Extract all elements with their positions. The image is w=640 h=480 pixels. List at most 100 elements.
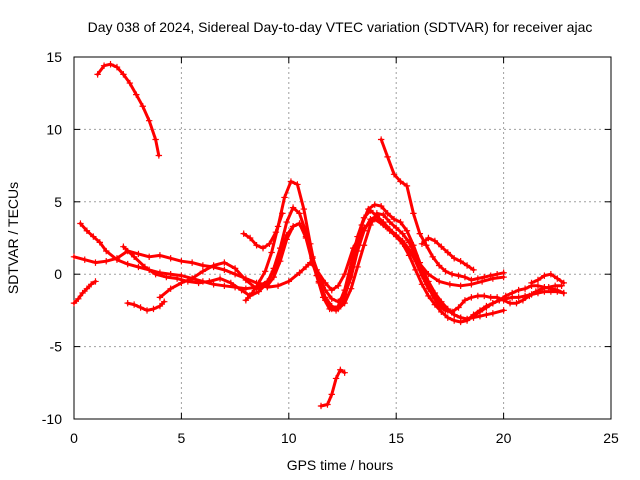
data-point (77, 220, 84, 227)
data-point (221, 282, 228, 289)
data-point (113, 256, 121, 263)
data-point (347, 285, 355, 292)
data-point (332, 307, 340, 314)
x-tick-label: 25 (603, 430, 619, 446)
series-arc-4 (124, 298, 168, 314)
y-axis-label: SDTVAR / TECUs (5, 182, 21, 294)
data-point (476, 308, 484, 316)
data-point (322, 286, 329, 294)
data-point (554, 275, 561, 282)
data-point (107, 61, 114, 68)
data-point (156, 294, 164, 301)
data-point (429, 292, 436, 300)
data-point (240, 230, 247, 237)
data-point (167, 255, 174, 262)
data-point (113, 63, 121, 71)
data-point (289, 204, 297, 211)
data-point (150, 305, 157, 313)
data-point (412, 257, 419, 265)
data-point (444, 314, 451, 321)
data-point (442, 268, 449, 275)
data-point (352, 249, 359, 256)
data-point (450, 317, 458, 324)
data-point (289, 223, 297, 230)
data-point (450, 255, 458, 262)
data-point (155, 152, 163, 159)
data-point (481, 292, 488, 300)
data-point (457, 257, 464, 265)
data-point (283, 218, 290, 226)
series-arc-7 (120, 204, 567, 326)
data-point (423, 278, 430, 285)
data-point (328, 286, 335, 294)
data-point (261, 268, 269, 275)
data-point (393, 224, 400, 232)
data-point (90, 233, 97, 240)
data-point (519, 297, 527, 304)
series-arc-10 (240, 210, 286, 252)
data-point (231, 265, 239, 272)
data-point (264, 282, 271, 289)
data-point (560, 279, 567, 287)
data-point (547, 271, 555, 278)
data-point (100, 62, 108, 69)
data-point (135, 263, 142, 271)
series-layer (70, 61, 567, 410)
data-point (526, 292, 533, 300)
data-point (515, 286, 522, 294)
data-point (371, 201, 378, 208)
data-point (328, 295, 335, 303)
data-point (96, 239, 103, 246)
data-point (534, 282, 542, 289)
data-point (167, 285, 174, 292)
data-point (188, 275, 196, 282)
data-point (431, 237, 439, 245)
x-tick-label: 20 (496, 430, 512, 446)
data-point (489, 310, 497, 317)
data-point (399, 237, 406, 245)
data-point (135, 250, 142, 258)
data-point (326, 305, 333, 313)
data-point (259, 244, 267, 252)
series-arc-11 (377, 136, 507, 284)
data-point (277, 257, 284, 265)
data-point (285, 278, 292, 285)
data-point (365, 205, 372, 213)
data-point (302, 263, 310, 271)
data-point (448, 271, 456, 278)
data-point (145, 117, 153, 124)
data-point (199, 262, 207, 269)
data-point (444, 249, 451, 256)
data-point (296, 269, 303, 276)
data-point (410, 242, 417, 249)
data-point (79, 289, 86, 297)
data-point (380, 211, 387, 219)
grid-layer (74, 57, 611, 419)
x-axis-label: GPS time / hours (287, 457, 394, 473)
data-point (332, 375, 340, 382)
data-point (528, 279, 535, 287)
data-point (81, 256, 88, 263)
data-point (397, 218, 404, 226)
x-tick-label: 15 (388, 430, 404, 446)
data-point (474, 292, 482, 300)
data-point (133, 91, 140, 98)
data-point (87, 281, 95, 288)
data-point (455, 304, 462, 311)
data-point (508, 289, 516, 297)
data-point (126, 79, 134, 87)
data-point (403, 227, 411, 234)
data-point (377, 202, 385, 210)
data-point (384, 210, 391, 217)
data-point (410, 210, 417, 217)
data-point (541, 272, 548, 279)
data-point (238, 286, 245, 294)
data-point (468, 276, 475, 284)
data-point (403, 182, 411, 190)
data-point (386, 218, 393, 226)
data-point (274, 282, 282, 289)
data-point (216, 275, 224, 282)
data-point (210, 281, 217, 288)
data-point (75, 295, 82, 303)
